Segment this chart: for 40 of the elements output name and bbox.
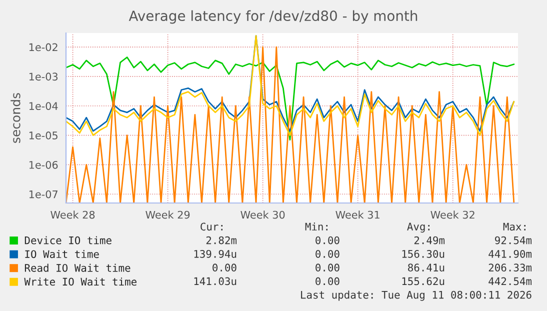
text: 2.82m [206,236,237,244]
text: 139.94u [194,250,236,258]
text: Min: [305,222,328,230]
chart-title: Average latency for /dev/zd80 - by month [128,10,418,24]
text: 141.03u [194,277,236,286]
y-axis-title: seconds [10,93,20,143]
y-tick-label: 1e-02 [29,43,58,52]
x-tick-label: Week 31 [336,210,380,219]
line-series [66,56,515,141]
text: Last update: Tue Aug 11 08:00:11 2026 [301,290,532,301]
text: Max: [503,222,526,231]
text: Avg: [407,222,430,233]
y-tick-label: 1e-05 [29,132,58,140]
legend-label: Device IO time [24,236,112,244]
text: 0.00 [316,236,340,244]
y-tick-label: 1e-03 [29,72,58,81]
x-tick-label: Week 29 [146,210,190,219]
text: Cur: [200,222,222,231]
line-series [66,46,515,203]
y-tick-label: 1e-04 [29,102,58,110]
y-tick-label: 1e-07 [29,190,58,198]
text: 156.30u [402,250,444,258]
text: 441.90m [488,250,532,258]
y-tick-label: 1e-06 [29,160,58,169]
text: 86.41u [408,264,444,272]
text: 2.49m [414,236,445,244]
text: 0.00 [316,264,340,272]
x-tick-label: Week 28 [50,210,95,219]
text: 0.00 [212,264,236,272]
x-tick-label: Week 32 [430,210,474,219]
x-tick-label: Week 30 [240,210,285,219]
text: 0.00 [316,250,340,258]
legend-label: Read IO Wait time [24,264,130,272]
legend-label: Write IO Wait time [24,278,136,286]
text: 92.54m [495,236,532,244]
text: 206.33m [488,264,532,272]
text: 155.62u [402,277,444,286]
text: 442.54m [488,277,532,286]
legend-label: IO Wait time [25,250,99,258]
text: 0.00 [316,277,340,286]
